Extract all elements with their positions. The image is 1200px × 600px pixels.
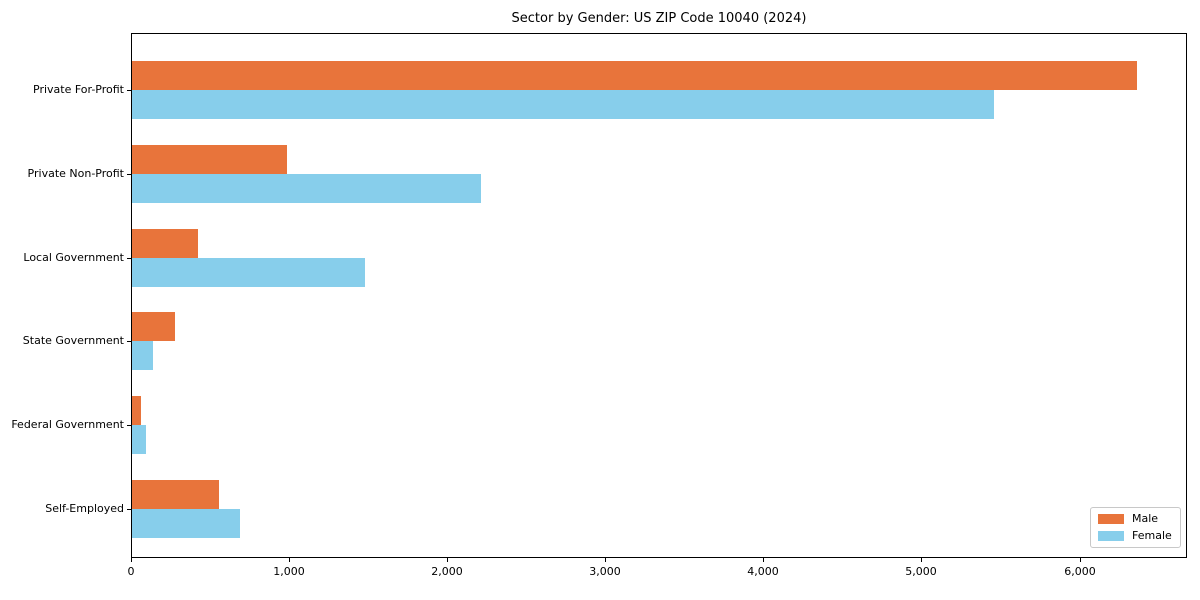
bar-male-0 [132,61,1137,90]
y-tick [127,174,131,175]
legend-label: Male [1132,512,1159,525]
y-tick-label: Federal Government [11,418,124,431]
bar-male-3 [132,312,175,341]
y-tick-label: State Government [22,334,124,347]
x-tick [763,558,764,562]
legend-swatch-female [1098,531,1124,541]
bar-male-2 [132,229,198,258]
bars-layer [132,34,1186,557]
bar-female-1 [132,174,481,203]
x-tick [131,558,132,562]
y-tick-label: Private For-Profit [33,83,124,96]
bar-female-2 [132,258,365,287]
y-tick [127,90,131,91]
x-tick [605,558,606,562]
legend-entry: Male [1098,513,1172,525]
bar-male-1 [132,145,287,174]
legend-label: Female [1132,529,1172,542]
y-tick-label: Local Government [23,251,124,264]
bar-female-5 [132,509,240,538]
x-tick-label: 3,000 [589,565,621,578]
x-tick [447,558,448,562]
x-tick-label: 6,000 [1064,565,1096,578]
x-tick-label: 5,000 [905,565,937,578]
x-tick [1080,558,1081,562]
x-tick-label: 2,000 [431,565,463,578]
bar-male-4 [132,396,141,425]
bar-female-3 [132,341,153,370]
y-tick [127,341,131,342]
y-tick [127,425,131,426]
bar-male-5 [132,480,219,509]
legend-entry: Female [1098,530,1172,542]
y-tick [127,509,131,510]
bar-female-0 [132,90,994,119]
y-tick-label: Self-Employed [45,502,124,515]
plot-area [131,33,1187,558]
y-tick [127,258,131,259]
x-tick [921,558,922,562]
x-tick [289,558,290,562]
x-tick-label: 0 [127,565,135,578]
bar-female-4 [132,425,146,454]
legend-swatch-male [1098,514,1124,524]
legend: Male Female [1090,507,1181,548]
x-tick-label: 1,000 [273,565,305,578]
chart-title: Sector by Gender: US ZIP Code 10040 (202… [511,11,807,26]
y-tick-label: Private Non-Profit [27,167,124,180]
x-tick-label: 4,000 [747,565,779,578]
